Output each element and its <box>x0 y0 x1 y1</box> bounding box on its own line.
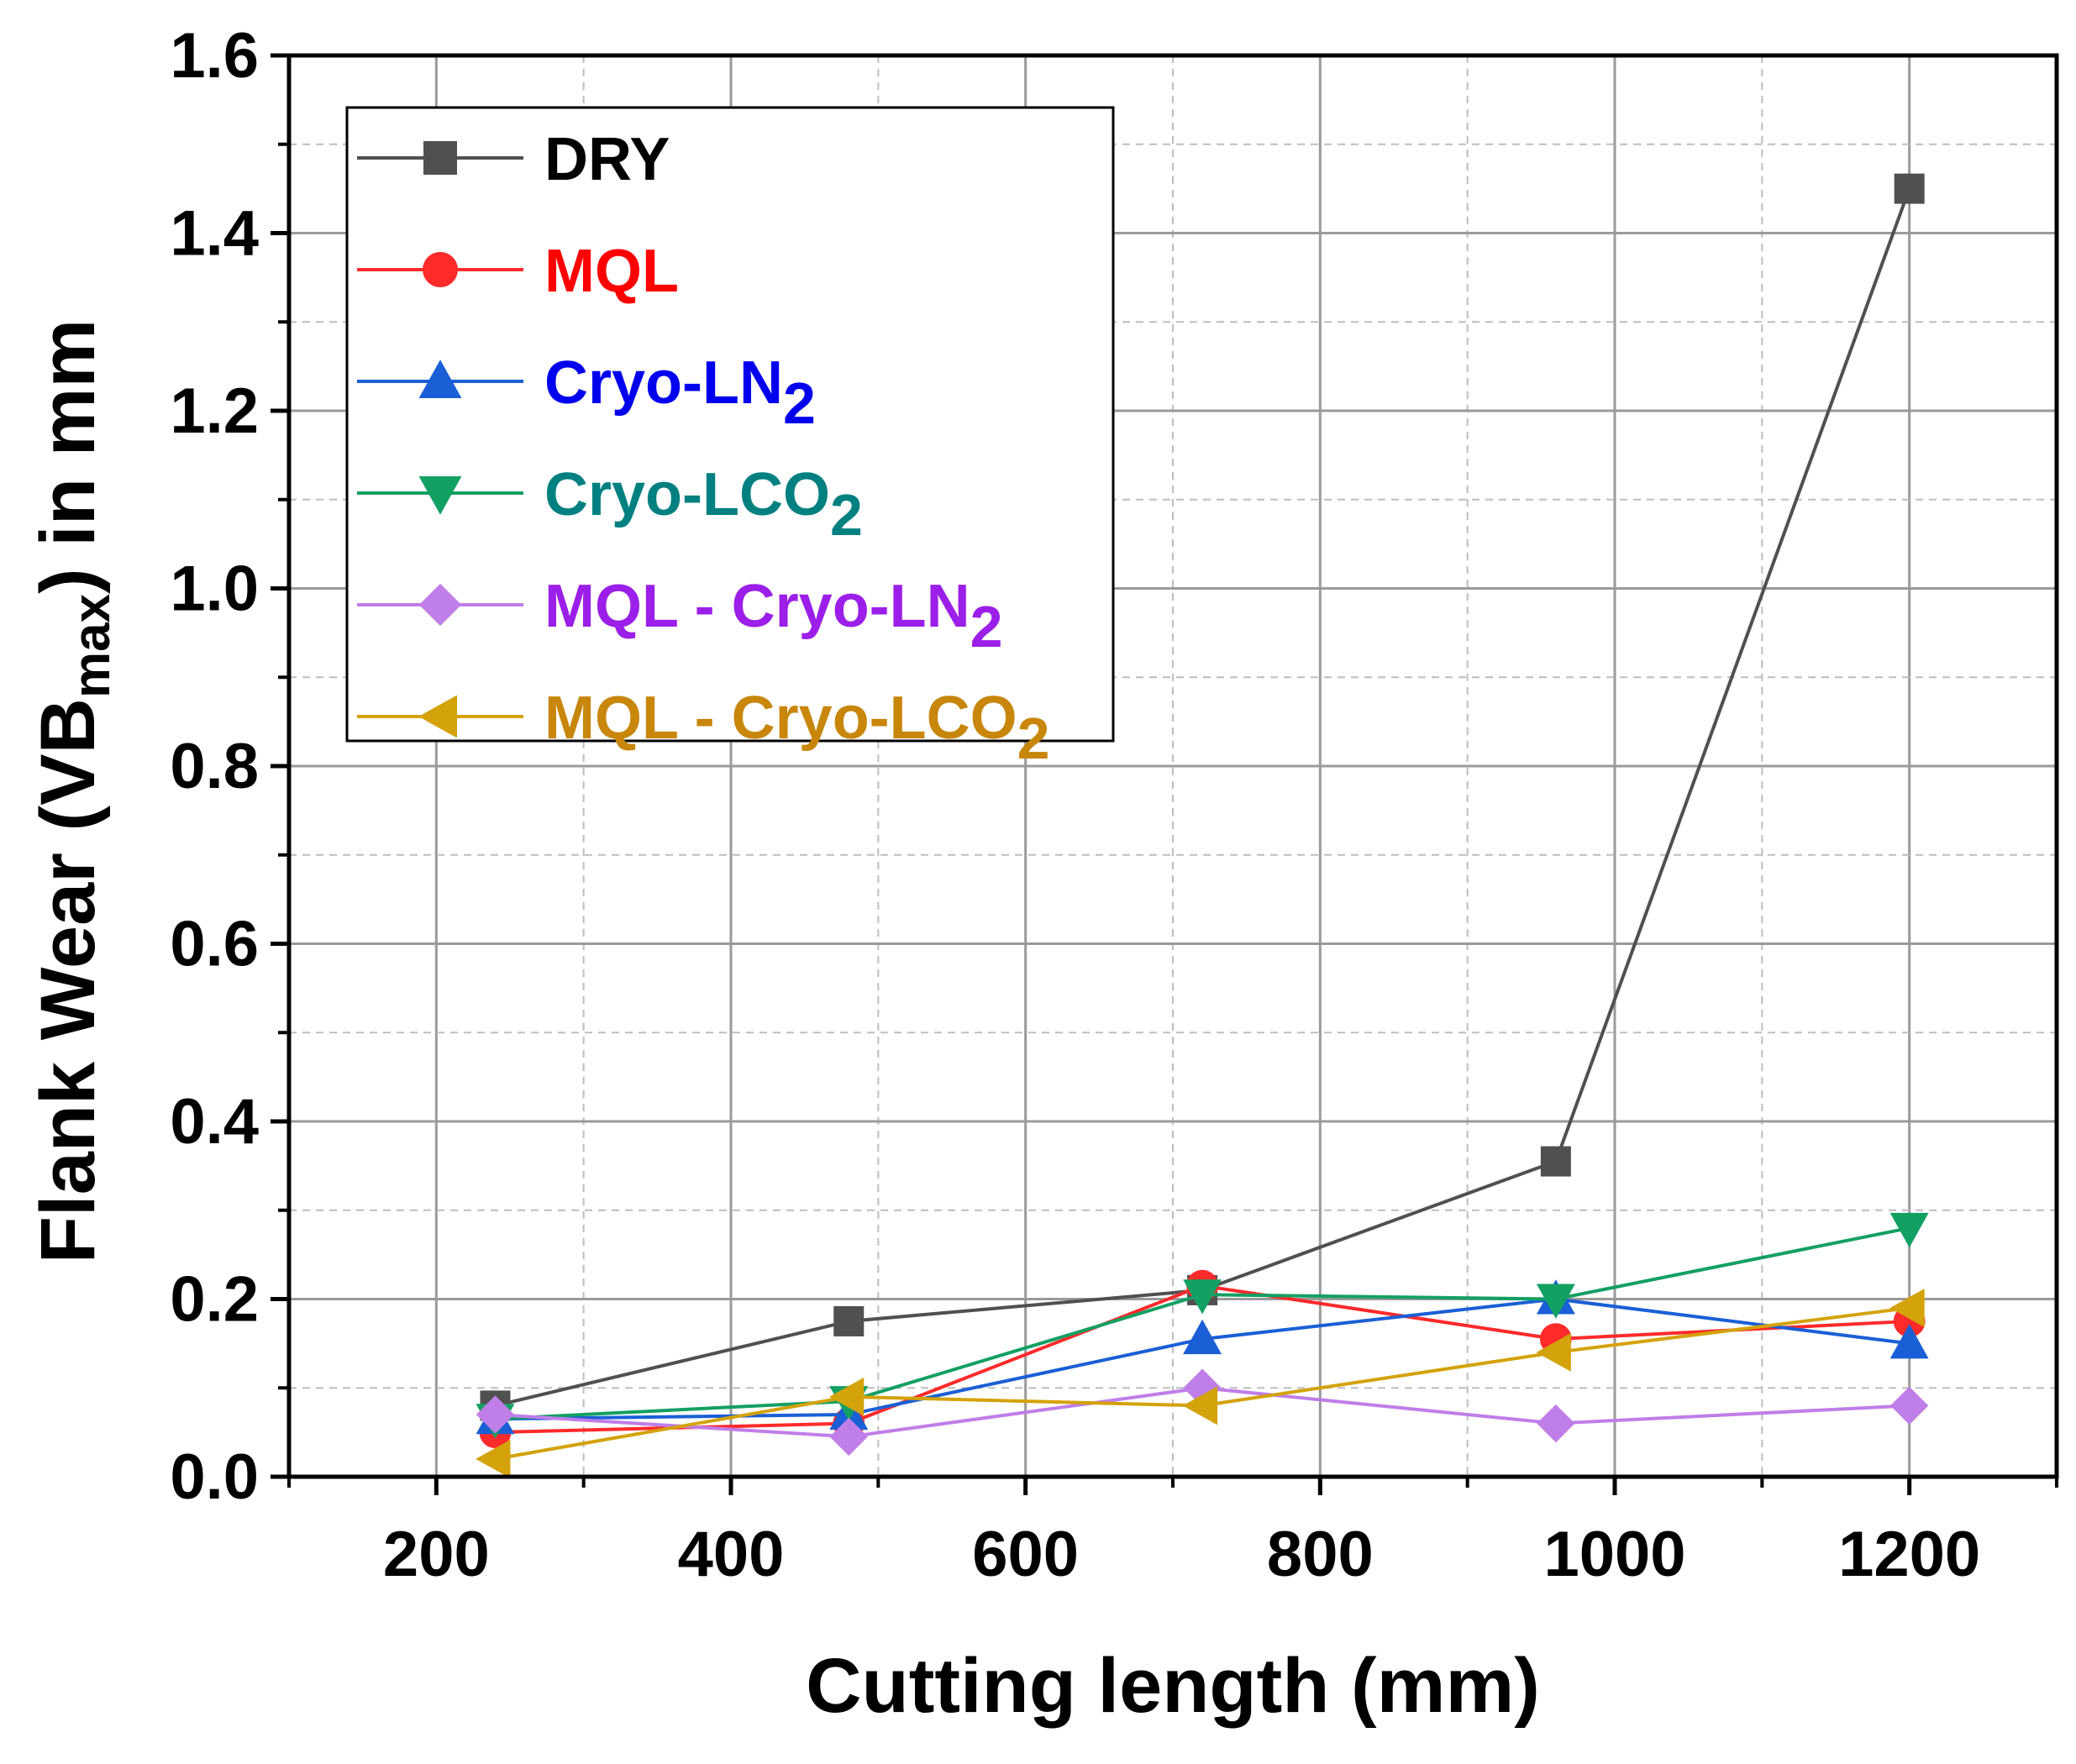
data-point-mql-cryo-ln2 <box>1537 1404 1575 1443</box>
legend-marker-cryo-lco2 <box>418 476 462 515</box>
data-point-mql-cryo-ln2 <box>476 1395 515 1434</box>
legend-label-cryo-lco2: Cryo-LCO2 <box>544 461 863 548</box>
y-tick-label: 0.6 <box>170 909 259 980</box>
legend-item-mql: MQL <box>357 238 679 305</box>
legend-label-main: Cryo-LN <box>544 349 783 417</box>
data-layer <box>476 173 1929 1478</box>
legend-marker-cryo-ln2 <box>418 360 462 398</box>
legend-label-mql-cryo-lco2: MQL - Cryo-LCO2 <box>544 685 1050 771</box>
x-tick-label: 800 <box>1267 1519 1374 1590</box>
data-point-dry <box>1540 1146 1571 1177</box>
y-axis-title-subscript: max <box>63 593 121 698</box>
legend-item-cryo-ln2: Cryo-LN2 <box>357 349 816 436</box>
data-point-cryo-lco2 <box>1183 1279 1222 1315</box>
legend-marker-mql <box>423 252 458 287</box>
legend-item-cryo-lco2: Cryo-LCO2 <box>357 461 863 548</box>
legend-label-cryo-ln2: Cryo-LN2 <box>544 349 816 436</box>
legend-label-subscript: 2 <box>830 482 863 548</box>
label-layer: 200 400 600 800 1000 1200 0.0 0.2 0.4 0.6 0.8 1.0 1.… <box>170 20 1980 1590</box>
data-point-dry <box>1894 173 1925 204</box>
legend-box <box>345 106 1115 743</box>
x-tick-label: 600 <box>972 1519 1079 1590</box>
y-axis-title-suffix: ) in mm <box>25 319 111 594</box>
data-point-mql-cryo-ln2 <box>1890 1386 1929 1425</box>
data-point-cryo-lco2 <box>1536 1284 1575 1319</box>
data-point-cryo-ln2 <box>1183 1319 1222 1355</box>
legend-label-dry: DRY <box>544 126 670 193</box>
legend-label-main: MQL - Cryo-LCO <box>544 685 1017 752</box>
data-point-mql-cryo-ln2 <box>829 1417 868 1457</box>
legend-label-subscript: 2 <box>783 370 816 436</box>
data-point-mql-cryo-lco2 <box>828 1377 865 1416</box>
legend-label-mql-cryo-ln2: MQL - Cryo-LN2 <box>544 573 1003 659</box>
x-axis-title: Cutting length (mm) <box>806 1643 1540 1729</box>
x-tick-label: 1200 <box>1838 1519 1980 1590</box>
series-mql-cryo-lco2 <box>476 1289 1925 1478</box>
legend-label-subscript: 2 <box>1017 706 1050 771</box>
data-point-mql-cryo-lco2 <box>1889 1289 1925 1328</box>
y-axis-title-main: Flank Wear (VB <box>25 698 111 1263</box>
legend-label-main: Cryo-LCO <box>544 461 830 528</box>
y-tick-label: 1.4 <box>170 198 259 270</box>
data-point-dry <box>833 1305 865 1336</box>
data-point-mql-cryo-lco2 <box>1182 1386 1218 1425</box>
legend-marker-mql-cryo-ln2 <box>418 583 462 627</box>
data-point-mql-cryo-lco2 <box>476 1439 511 1478</box>
legend-marker-dry <box>423 141 457 175</box>
y-tick-label: 0.2 <box>170 1264 259 1336</box>
y-tick-label: 1.6 <box>170 20 259 92</box>
legend-item-mql-cryo-lco2: MQL - Cryo-LCO2 <box>357 685 1050 771</box>
legend-label-main: MQL <box>544 238 679 305</box>
legend-label-subscript: 2 <box>970 594 1003 659</box>
y-tick-label: 0.8 <box>170 731 259 802</box>
y-axis-title: Flank Wear (VBmax) in mm <box>25 319 121 1263</box>
tick-layer <box>271 53 2058 1495</box>
y-tick-label: 0.0 <box>170 1441 259 1513</box>
x-tick-label: 400 <box>678 1519 785 1590</box>
legend-label-main: DRY <box>544 126 670 193</box>
x-tick-label: 1000 <box>1543 1519 1685 1590</box>
y-tick-label: 0.4 <box>170 1086 259 1158</box>
x-tick-label: 200 <box>383 1519 490 1590</box>
data-point-mql-cryo-lco2 <box>1536 1333 1571 1372</box>
y-tick-label: 1.0 <box>170 554 259 625</box>
data-point-cryo-ln2 <box>1889 1324 1929 1359</box>
y-tick-label: 1.2 <box>170 375 259 447</box>
legend-item-dry: DRY <box>357 126 670 193</box>
legend-item-mql-cryo-ln2: MQL - Cryo-LN2 <box>357 573 1003 659</box>
legend-marker-mql-cryo-lco2 <box>418 695 457 738</box>
legend-label-main: MQL - Cryo-LN <box>544 573 970 640</box>
legend-label-mql: MQL <box>544 238 679 305</box>
data-point-cryo-lco2 <box>1889 1212 1929 1248</box>
